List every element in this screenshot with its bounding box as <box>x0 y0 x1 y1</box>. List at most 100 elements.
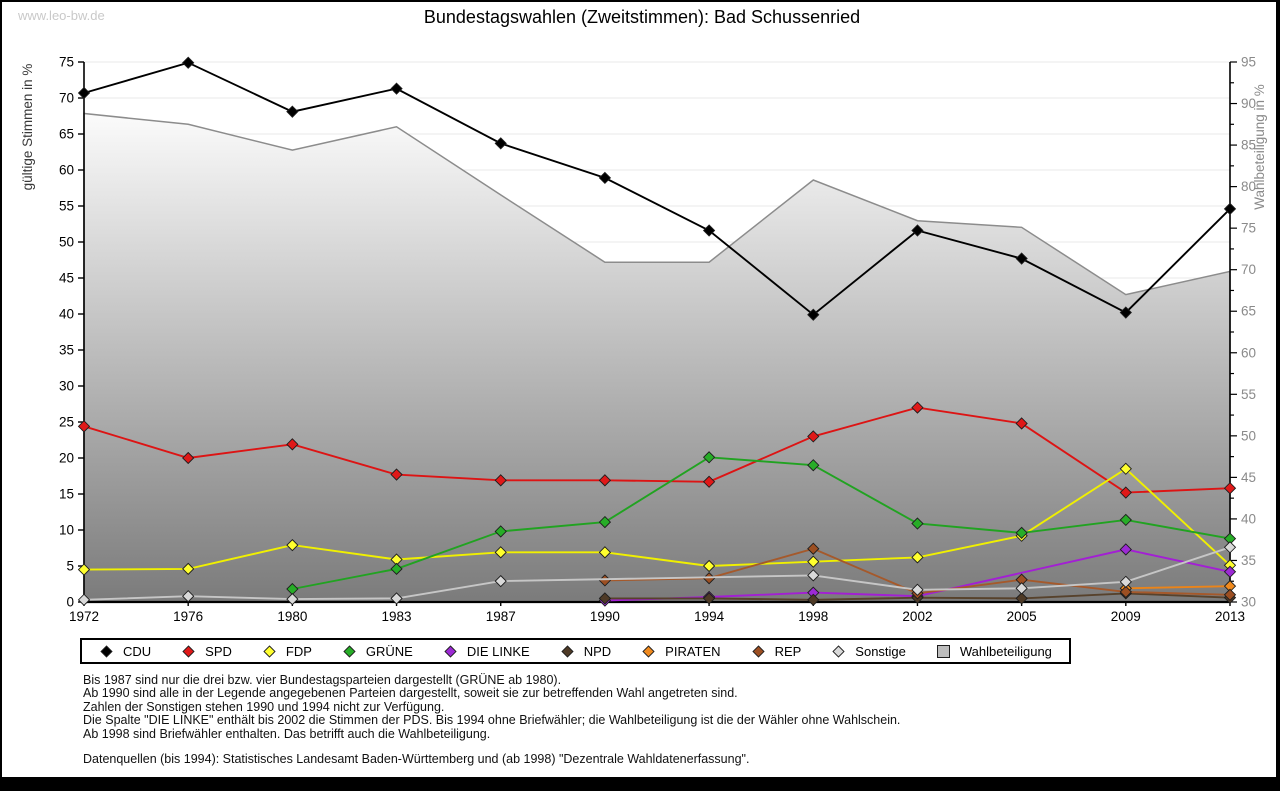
legend-label-die-linke: DIE LINKE <box>466 643 530 659</box>
sonstige-point-marker <box>1015 582 1028 595</box>
sonstige-point-marker <box>182 590 195 603</box>
year-label: 1990 <box>590 609 620 624</box>
gr-ne-point-marker <box>598 515 612 529</box>
cdu-point-marker <box>286 105 299 118</box>
year-label: 1987 <box>486 609 516 624</box>
cdu-point-marker <box>702 224 716 237</box>
rep-legend-marker-icon <box>751 644 765 658</box>
gr-ne-point-marker <box>494 525 507 538</box>
left-tick-label: 35 <box>59 343 74 358</box>
wahlbeteiligung-legend-marker-icon <box>936 644 950 658</box>
left-tick-label: 55 <box>59 199 74 214</box>
series-line-fdp <box>83 467 1231 571</box>
fdp-point-marker <box>1119 462 1132 475</box>
sonstige-point-marker <box>390 592 403 605</box>
rep-point-marker <box>1223 588 1237 601</box>
left-tick-label: 5 <box>66 559 74 574</box>
series-gr-ne <box>286 451 1237 596</box>
footnote-line: Zahlen der Sonstigen stehen 1990 und 199… <box>83 699 445 714</box>
legend-label-rep: REP <box>774 643 802 659</box>
die-linke-point-marker <box>1223 565 1237 578</box>
gr-ne-point-marker <box>1015 526 1028 540</box>
sonstige-point-marker <box>286 592 299 606</box>
legend-item-cdu: CDU <box>99 644 151 659</box>
right-tick-label: 75 <box>1241 221 1256 236</box>
footnote-line: Ab 1990 sind alle in der Legende angegeb… <box>83 686 738 701</box>
spd-point-marker <box>77 420 91 433</box>
legend-label-npd: NPD <box>583 643 612 659</box>
fdp-point-marker <box>494 546 507 559</box>
cdu-point-marker <box>1015 252 1028 265</box>
right-tick-label: 50 <box>1241 428 1256 443</box>
piraten-legend-diamond <box>642 644 655 658</box>
series-fdp <box>77 462 1237 576</box>
series-line-gr-ne <box>292 456 1231 590</box>
footnote-line: Ab 1998 sind Briefwähler enthalten. Das … <box>83 726 491 741</box>
right-tick-label: 60 <box>1241 345 1256 360</box>
npd-legend-diamond <box>561 644 574 658</box>
legend-item-piraten: PIRATEN <box>641 644 721 659</box>
right-tick-label: 90 <box>1241 96 1256 111</box>
fdp-point-marker <box>182 562 195 576</box>
left-tick-label: 25 <box>59 415 74 430</box>
footnotes: Bis 1987 sind nur die drei bzw. vier Bun… <box>83 673 900 741</box>
spd-point-marker <box>807 430 820 443</box>
left-tick-label: 75 <box>59 55 74 70</box>
left-tick-label: 60 <box>59 163 74 178</box>
right-axis-title: Wahlbeteiligung in % <box>1252 84 1267 210</box>
right-tick-label: 55 <box>1241 387 1256 402</box>
legend-item-fdp: FDP <box>262 644 312 659</box>
cdu-legend-marker-icon <box>100 644 113 658</box>
left-tick-label: 20 <box>59 451 74 466</box>
right-tick-label: 65 <box>1241 304 1256 319</box>
legend-label-wahlbeteiligung: Wahlbeteiligung <box>959 643 1052 659</box>
cdu-point-marker <box>182 56 195 69</box>
gr-ne-legend-marker-icon <box>343 644 356 658</box>
cdu-point-marker <box>1119 306 1132 319</box>
watermark: www.leo-bw.de <box>18 8 105 23</box>
die-linke-legend-marker-icon <box>444 644 457 658</box>
spd-point-marker <box>702 475 716 488</box>
gr-ne-point-marker <box>1119 513 1132 527</box>
fdp-legend-diamond <box>263 644 276 658</box>
legend-item-npd: NPD <box>560 644 611 659</box>
left-tick-label: 10 <box>59 523 74 538</box>
spd-point-marker <box>494 474 507 487</box>
year-label: 1972 <box>69 609 99 624</box>
year-label: 2013 <box>1215 609 1245 624</box>
spd-point-marker <box>390 468 403 481</box>
sonstige-point-marker <box>77 593 91 606</box>
legend-item-wahlbeteiligung: Wahlbeteiligung <box>936 644 1052 659</box>
series-sonstige <box>77 541 1237 606</box>
legend-item-die-linke: DIE LINKE <box>443 644 530 659</box>
left-tick-label: 30 <box>59 379 74 394</box>
left-tick-label: 0 <box>66 595 74 610</box>
spd-legend-marker-icon <box>182 644 195 658</box>
legend-label-spd: SPD <box>205 643 232 659</box>
left-tick-label: 40 <box>59 307 74 322</box>
year-label: 1980 <box>277 609 307 624</box>
gr-ne-legend-diamond <box>343 644 356 658</box>
rep-point-marker <box>807 542 820 555</box>
spd-point-marker <box>1223 482 1237 495</box>
series-area-wahlbeteiligung <box>83 112 1231 603</box>
fdp-legend-marker-icon <box>263 644 276 658</box>
sonstige-legend-marker-icon <box>832 644 845 658</box>
spd-point-marker <box>286 438 299 451</box>
legend-item-gr-ne: GRÜNE <box>342 644 413 659</box>
series-line-sonstige <box>83 546 1231 601</box>
legend-label-fdp: FDP <box>285 643 312 659</box>
left-tick-label: 70 <box>59 91 74 106</box>
npd-point-marker <box>702 592 716 605</box>
fdp-point-marker <box>598 546 612 559</box>
piraten-legend-marker-icon <box>642 644 655 658</box>
cdu-point-marker <box>911 224 924 237</box>
sonstige-point-marker <box>911 583 924 596</box>
cdu-point-marker <box>77 86 91 100</box>
spd-point-marker <box>1015 417 1028 430</box>
npd-point-marker <box>1015 592 1028 605</box>
sonstige-point-marker <box>1119 575 1132 588</box>
year-label: 1983 <box>382 609 412 624</box>
right-tick-label: 40 <box>1241 511 1256 526</box>
